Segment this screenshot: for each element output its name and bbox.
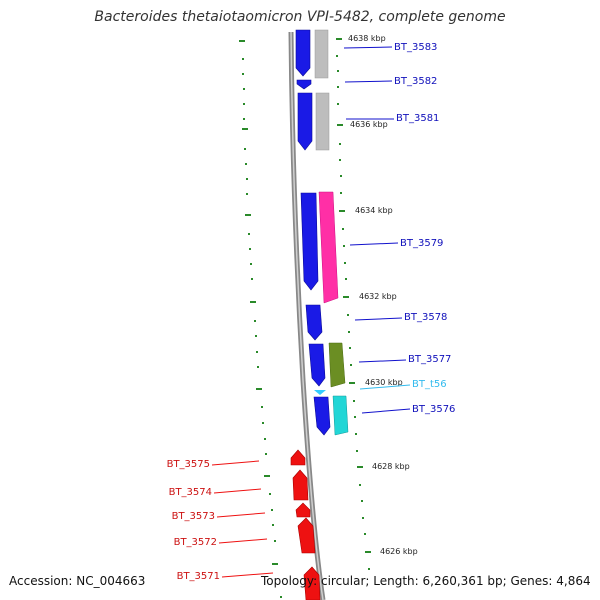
scale-label-4634: 4634 kbp bbox=[355, 206, 393, 215]
gene-bt3573 bbox=[295, 502, 311, 518]
gene-cyan bbox=[332, 395, 349, 436]
gene-label-bt3572: BT_3572 bbox=[174, 537, 217, 548]
gene-label-bt3573: BT_3573 bbox=[172, 511, 215, 522]
gene-label-bt3576: BT_3576 bbox=[412, 404, 455, 415]
gene-label-bt3582: BT_3582 bbox=[394, 76, 437, 87]
scale-label-4632: 4632 kbp bbox=[359, 292, 397, 301]
gene-bt3572 bbox=[297, 517, 316, 554]
gene-bt3582 bbox=[296, 79, 312, 90]
scale-label-4638: 4638 kbp bbox=[348, 34, 386, 43]
gene-label-bt3577: BT_3577 bbox=[408, 354, 451, 365]
gene-label-bt3579: BT_3579 bbox=[400, 238, 443, 249]
scale-label-4626: 4626 kbp bbox=[380, 547, 418, 556]
gene-bt3574 bbox=[292, 469, 309, 501]
genome-info-text: Topology: circular; Length: 6,260,361 bp… bbox=[261, 574, 591, 588]
gene-olive bbox=[328, 342, 346, 388]
gene-label-bt3581: BT_3581 bbox=[396, 113, 439, 124]
left-dotted-track bbox=[239, 40, 282, 598]
gene-label-bt-t56: BT_t56 bbox=[412, 379, 447, 390]
gene-bt3581 bbox=[297, 92, 313, 151]
gene-label-bt3578: BT_3578 bbox=[404, 312, 447, 323]
gene-trna-t56 bbox=[314, 390, 326, 395]
scale-label-4630: 4630 kbp bbox=[365, 378, 403, 387]
gene-label-bt3574: BT_3574 bbox=[169, 487, 212, 498]
scale-label-4636: 4636 kbp bbox=[350, 120, 388, 129]
gene-bt3578 bbox=[305, 304, 323, 341]
gene-grey-1 bbox=[314, 29, 329, 79]
gene-label-bt3583: BT_3583 bbox=[394, 42, 437, 53]
gene-bt3577 bbox=[308, 343, 326, 387]
gene-bt3575 bbox=[290, 449, 306, 466]
gene-bt3576 bbox=[313, 396, 331, 436]
gene-bt3571 bbox=[303, 566, 321, 600]
scale-label-4628: 4628 kbp bbox=[372, 462, 410, 471]
map-title: Bacteroides thetaiotaomicron VPI-5482, c… bbox=[94, 9, 506, 25]
right-scale-track bbox=[336, 38, 371, 570]
gene-bt3583 bbox=[295, 29, 311, 77]
gene-label-bt3575: BT_3575 bbox=[167, 459, 210, 470]
gene-bt3579 bbox=[300, 192, 319, 291]
gene-pink bbox=[318, 191, 339, 304]
accession-text: Accession: NC_004663 bbox=[9, 574, 146, 588]
gene-label-bt3571: BT_3571 bbox=[177, 571, 220, 582]
gene-grey-2 bbox=[315, 92, 330, 151]
